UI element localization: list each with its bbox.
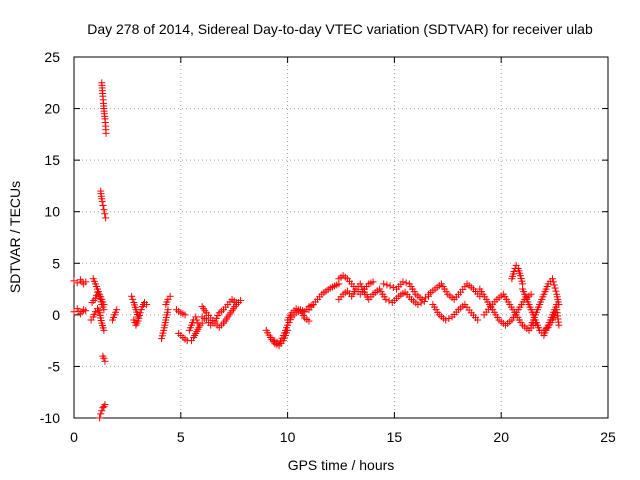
data-points-layer: [70, 79, 563, 422]
data-point: [100, 206, 108, 214]
data-point: [101, 357, 109, 365]
data-point: [102, 129, 110, 137]
data-point: [137, 306, 145, 314]
data-point: [445, 314, 453, 322]
y-tick-label: 0: [52, 307, 60, 323]
x-tick-label: 25: [600, 429, 616, 445]
data-point: [82, 307, 90, 315]
data-point: [386, 282, 394, 290]
data-point: [402, 279, 410, 287]
data-point: [380, 280, 388, 288]
data-point: [193, 316, 201, 324]
data-point: [100, 326, 108, 334]
data-point: [181, 311, 189, 319]
data-point: [389, 284, 397, 292]
data-point: [414, 301, 422, 309]
data-point: [100, 354, 108, 362]
x-tick-label: 0: [70, 429, 78, 445]
data-point: [98, 197, 106, 205]
data-point: [128, 292, 136, 300]
data-point: [164, 306, 172, 314]
data-point: [527, 290, 535, 298]
y-tick-label: -10: [40, 410, 60, 426]
y-axis-label: SDTVAR / TECUs: [7, 181, 23, 293]
data-point: [385, 297, 393, 305]
data-point: [382, 295, 390, 303]
data-point: [136, 309, 144, 317]
y-tick-label: 15: [44, 152, 60, 168]
data-point: [510, 268, 518, 276]
grid-layer: [74, 57, 608, 418]
data-point: [73, 279, 81, 287]
y-tick-label: 20: [44, 101, 60, 117]
data-point: [549, 278, 557, 286]
data-point: [82, 278, 90, 286]
data-point: [421, 294, 429, 302]
data-point: [474, 316, 482, 324]
plot-frame: [73, 56, 609, 419]
y-tick-label: 5: [52, 255, 60, 271]
chart-title: Day 278 of 2014, Sidereal Day-to-day VTE…: [87, 21, 593, 37]
data-point: [100, 306, 108, 314]
data-point: [237, 296, 245, 304]
data-point: [143, 301, 151, 309]
data-point: [383, 281, 391, 289]
data-point: [552, 287, 560, 295]
y-tick-label: 10: [44, 204, 60, 220]
data-point: [305, 317, 313, 325]
data-point: [113, 306, 121, 314]
x-axis-label: GPS time / hours: [288, 457, 395, 473]
data-point: [129, 295, 137, 303]
data-point: [555, 321, 563, 329]
data-point: [369, 278, 377, 286]
data-point: [96, 414, 104, 422]
x-tick-label: 10: [280, 429, 296, 445]
data-point: [417, 299, 425, 307]
data-point: [102, 214, 110, 222]
data-point: [101, 210, 109, 218]
y-tick-label: -5: [48, 358, 61, 374]
data-point: [548, 275, 556, 283]
data-point: [399, 278, 407, 286]
tick-labels-layer: 0 5 10 15 20 25 -10 -5 0 5 10 15 20 25: [40, 49, 616, 445]
data-point: [97, 410, 105, 418]
x-tick-label: 15: [387, 429, 403, 445]
x-tick-label: 20: [493, 429, 509, 445]
data-point: [98, 407, 106, 415]
data-point: [70, 308, 78, 316]
data-point: [442, 316, 450, 324]
data-point: [101, 401, 109, 409]
data-point: [550, 281, 558, 289]
data-point: [198, 319, 206, 327]
data-point: [166, 292, 174, 300]
data-point: [91, 294, 99, 302]
ticks-layer: [73, 56, 609, 419]
data-point: [192, 313, 200, 321]
data-point: [418, 295, 426, 303]
data-point: [555, 301, 563, 309]
y-tick-label: 25: [44, 49, 60, 65]
data-point: [551, 284, 559, 292]
x-tick-label: 5: [177, 429, 185, 445]
data-point: [99, 202, 107, 210]
